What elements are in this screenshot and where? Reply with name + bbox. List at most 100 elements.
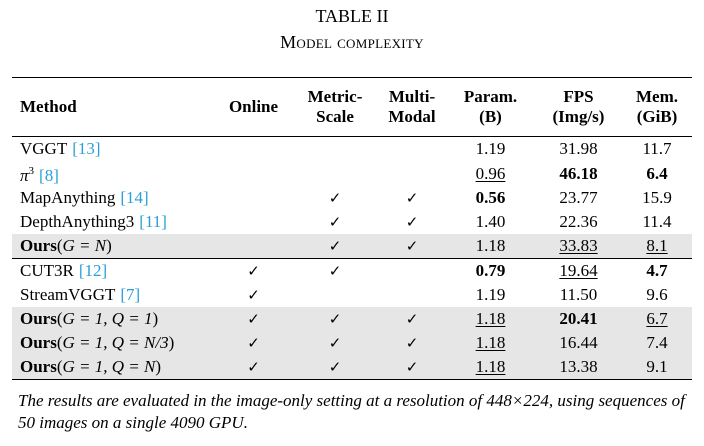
table-cell: 1.19 — [446, 283, 535, 307]
table-cell: ✓ — [378, 210, 446, 234]
cell-value: 1.19 — [475, 285, 506, 304]
citation: [7] — [120, 285, 141, 304]
table-cell: 16.44 — [535, 331, 622, 355]
table-cell — [215, 210, 292, 234]
check-mark: ✓ — [328, 334, 342, 352]
check-mark: ✓ — [328, 310, 342, 328]
table-cell: 33.83 — [535, 234, 622, 259]
cell-value: 23.77 — [559, 188, 598, 207]
method-cell: StreamVGGT [7] — [12, 283, 215, 307]
method-text: MapAnything — [20, 188, 116, 207]
table-cell: ✓ — [292, 355, 378, 380]
cell-value: 46.18 — [559, 163, 598, 183]
table-header: Method Online Metric- Scale Multi- Modal Param… — [12, 77, 692, 137]
cell-value: 11.4 — [642, 212, 672, 231]
cell-value: 9.1 — [646, 357, 668, 376]
check-mark: ✓ — [247, 286, 260, 304]
header-text: Metric- — [307, 87, 363, 106]
header-cell: Param. (B) — [446, 77, 535, 137]
table-cell: 15.9 — [622, 186, 692, 210]
table-cell: 0.96 — [446, 161, 535, 186]
table-cell: ✓ — [378, 186, 446, 210]
table-cell: ✓ — [215, 258, 292, 283]
header-text: (Img/s) — [552, 107, 605, 126]
cell-value: 6.4 — [646, 163, 668, 183]
cell-value: 1.18 — [475, 236, 506, 255]
table-cell: 1.18 — [446, 355, 535, 380]
citation: [8] — [39, 166, 59, 185]
table-cell: 9.1 — [622, 355, 692, 380]
cell-value: 31.98 — [559, 139, 598, 158]
table-cell: 11.50 — [535, 283, 622, 307]
method-cell: π3 [8] — [12, 161, 215, 186]
table-cell: 11.7 — [622, 137, 692, 162]
table-cell — [378, 137, 446, 162]
method-text: StreamVGGT — [20, 285, 116, 304]
table-row: π3 [8] 0.96 46.18 6.4 — [12, 161, 692, 186]
table-cell: ✓ — [292, 234, 378, 259]
table-cell: ✓ — [292, 331, 378, 355]
table-cell: ✓ — [215, 331, 292, 355]
method-text: 3 — [28, 165, 35, 177]
cell-value: 1.40 — [475, 212, 506, 231]
check-mark: ✓ — [405, 358, 419, 376]
table-cell: ✓ — [378, 355, 446, 380]
cell-value: 1.18 — [475, 309, 506, 328]
table-cell: 1.18 — [446, 234, 535, 259]
table-row: VGGT [13] 1.19 31.98 11.7 — [12, 137, 692, 162]
table-cell — [378, 283, 446, 307]
row-group: CUT3R [12] ✓ ✓ 0.79 19.64 4.7 StreamVGGT [7] ✓ 1.1… — [12, 258, 692, 380]
table-cell: 8.1 — [622, 234, 692, 259]
method-cell: CUT3R [12] — [12, 258, 215, 283]
table-row: Ours(G = N) ✓ ✓ 1.18 33.83 8.1 — [12, 234, 692, 259]
table-cell — [292, 283, 378, 307]
check-mark: ✓ — [328, 213, 342, 231]
check-mark: ✓ — [405, 310, 419, 328]
check-mark: ✓ — [405, 237, 419, 255]
table-cell — [378, 258, 446, 283]
cell-value: 7.4 — [646, 333, 668, 352]
table-cell: ✓ — [215, 283, 292, 307]
cell-value: 9.6 — [646, 285, 668, 304]
table-cell: 20.41 — [535, 307, 622, 331]
cell-value: 16.44 — [559, 333, 598, 352]
table: Method Online Metric- Scale Multi- Modal Param… — [12, 77, 692, 380]
header-cell: Metric- Scale — [292, 77, 378, 137]
check-mark: ✓ — [247, 334, 260, 352]
citation: [14] — [120, 188, 149, 207]
table-cell: 6.4 — [622, 161, 692, 186]
cell-value: 11.50 — [559, 285, 598, 304]
cell-value: 20.41 — [559, 309, 598, 328]
check-mark: ✓ — [328, 262, 342, 280]
table-cell: ✓ — [378, 307, 446, 331]
method-text: DepthAnything3 — [20, 212, 135, 231]
citation: [11] — [139, 212, 167, 231]
table-cell: 46.18 — [535, 161, 622, 186]
method-text: G = 1, Q = N/3 — [62, 333, 169, 352]
table-cell: ✓ — [215, 307, 292, 331]
table-cell: ✓ — [292, 210, 378, 234]
method-text: CUT3R — [20, 261, 74, 280]
header-cell: Online — [215, 77, 292, 137]
table-cell: 1.18 — [446, 331, 535, 355]
table-cell: 6.7 — [622, 307, 692, 331]
cell-value: 0.96 — [475, 163, 506, 183]
header-cell: Multi- Modal — [378, 77, 446, 137]
cell-value: 19.64 — [559, 261, 598, 280]
table-cell: ✓ — [215, 355, 292, 380]
method-text: ( — [56, 309, 63, 328]
citation: [13] — [72, 139, 101, 158]
header-text: Multi- — [388, 87, 436, 106]
table-cell: ✓ — [292, 307, 378, 331]
check-mark: ✓ — [328, 237, 342, 255]
header-text: Mem. — [635, 87, 678, 106]
header-cell: Mem. (GiB) — [622, 77, 692, 137]
table-cell: ✓ — [292, 258, 378, 283]
table-cell: 31.98 — [535, 137, 622, 162]
method-text: ) — [168, 333, 175, 352]
method-cell: VGGT [13] — [12, 137, 215, 162]
method-text: G = 1, Q = 1 — [62, 309, 153, 328]
check-mark: ✓ — [405, 334, 419, 352]
cell-value: 8.1 — [646, 236, 668, 255]
